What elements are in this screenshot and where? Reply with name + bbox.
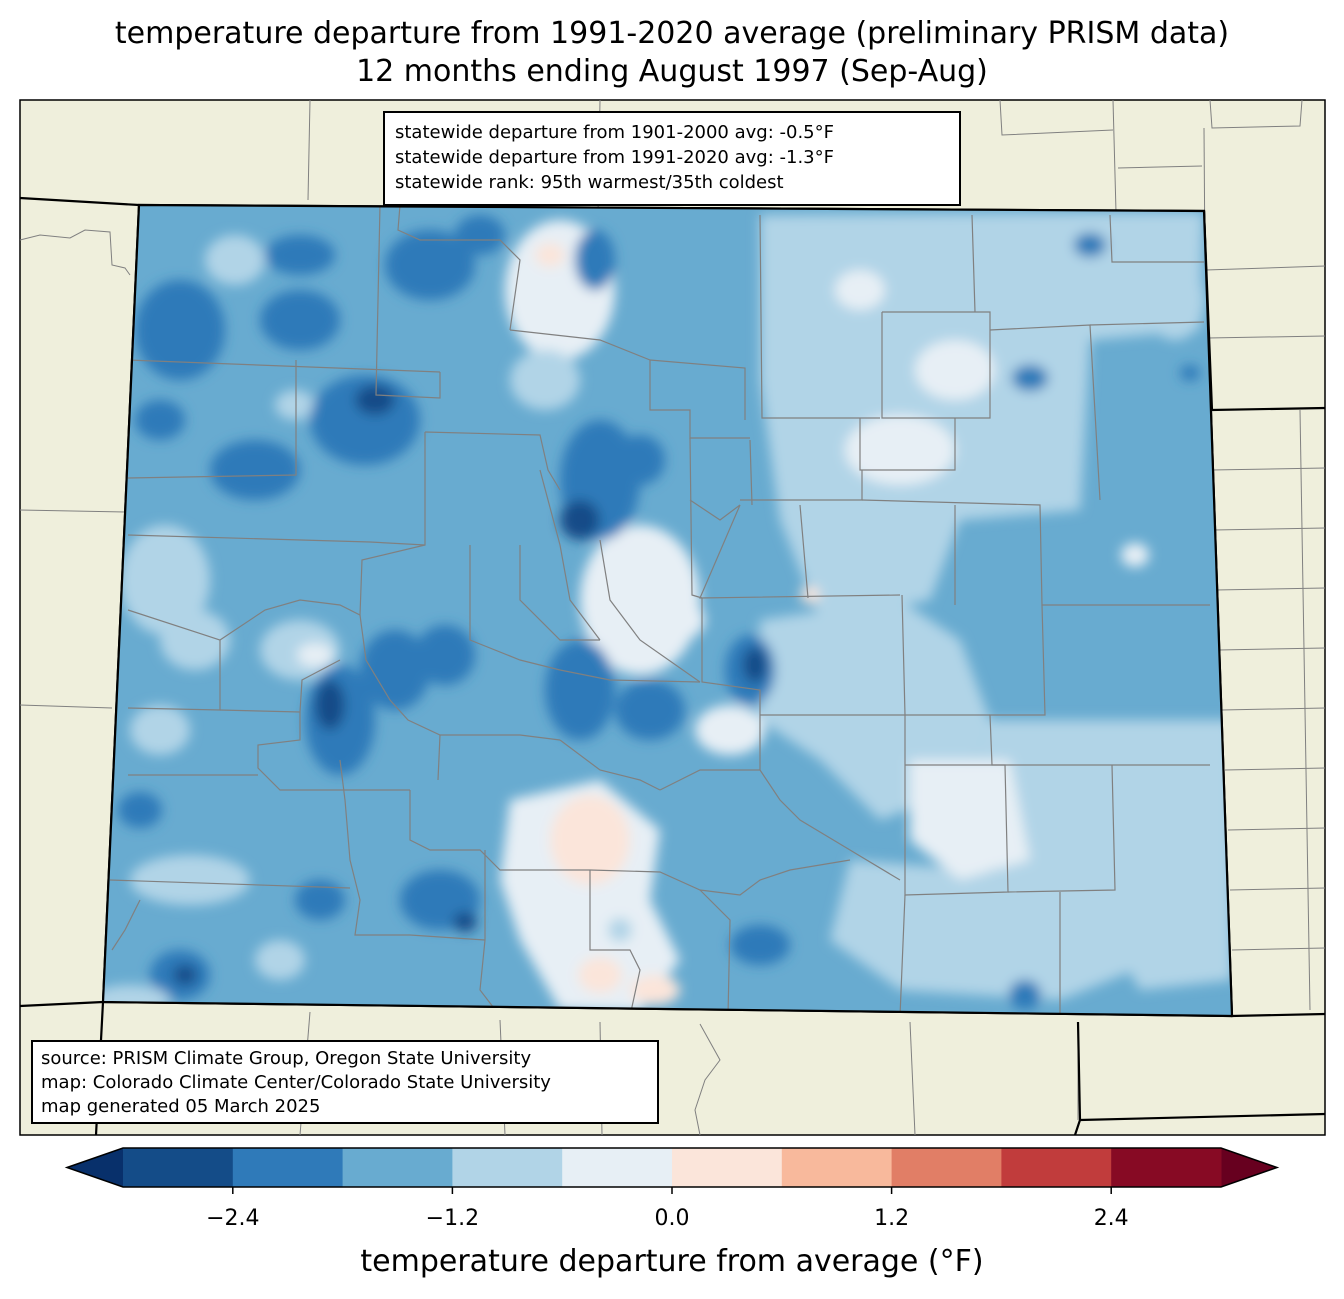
- colorbar-segment: [123, 1148, 234, 1187]
- colorbar-segment: [891, 1148, 1002, 1187]
- source-line-1: source: PRISM Climate Group, Oregon Stat…: [41, 1048, 532, 1069]
- colorbar-segment: [562, 1148, 673, 1187]
- colorbar: [64, 1147, 1280, 1194]
- colorbar-segment: [232, 1148, 344, 1187]
- colorbar-under-arrow: [67, 1148, 123, 1187]
- colorbar-over-arrow: [1221, 1148, 1277, 1187]
- stats-line-1: statewide departure from 1901-2000 avg: …: [395, 122, 834, 143]
- colorbar-tick-label: 2.4: [1093, 1206, 1129, 1231]
- title-line-1: temperature departure from 1991-2020 ave…: [114, 16, 1230, 51]
- colorbar-tick-label: 1.2: [874, 1206, 910, 1231]
- colorbar-segment: [1001, 1148, 1112, 1187]
- colorado-county-lines: [109, 205, 1210, 1016]
- stats-line-3: statewide rank: 95th warmest/35th coldes…: [395, 172, 784, 193]
- source-box: source: PRISM Climate Group, Oregon Stat…: [31, 1040, 659, 1124]
- stats-line-2: statewide departure from 1991-2020 avg: …: [395, 147, 834, 168]
- colorbar-segment: [452, 1148, 563, 1187]
- colorbar-tick-label: −2.4: [206, 1206, 260, 1231]
- colorbar-segment: [1111, 1148, 1222, 1187]
- colorado-outline: [101, 203, 1234, 1018]
- colorbar-outline: [64, 1147, 1280, 1188]
- colorado-temperature-field: [103, 205, 1232, 1016]
- colorbar-segment: [342, 1148, 453, 1187]
- colorbar-segment: [672, 1148, 783, 1187]
- colorbar-tick-label: 0.0: [654, 1206, 690, 1231]
- source-line-3: map generated 05 March 2025: [41, 1096, 321, 1117]
- source-line-2: map: Colorado Climate Center/Colorado St…: [41, 1072, 551, 1093]
- colorbar-tick-label: −1.2: [425, 1206, 480, 1231]
- title-line-2: 12 months ending August 1997 (Sep-Aug): [356, 54, 988, 89]
- colorbar-label: temperature departure from average (°F): [360, 1244, 984, 1279]
- statewide-stats-box: statewide departure from 1901-2000 avg: …: [383, 111, 961, 206]
- colorbar-segment: [781, 1148, 893, 1187]
